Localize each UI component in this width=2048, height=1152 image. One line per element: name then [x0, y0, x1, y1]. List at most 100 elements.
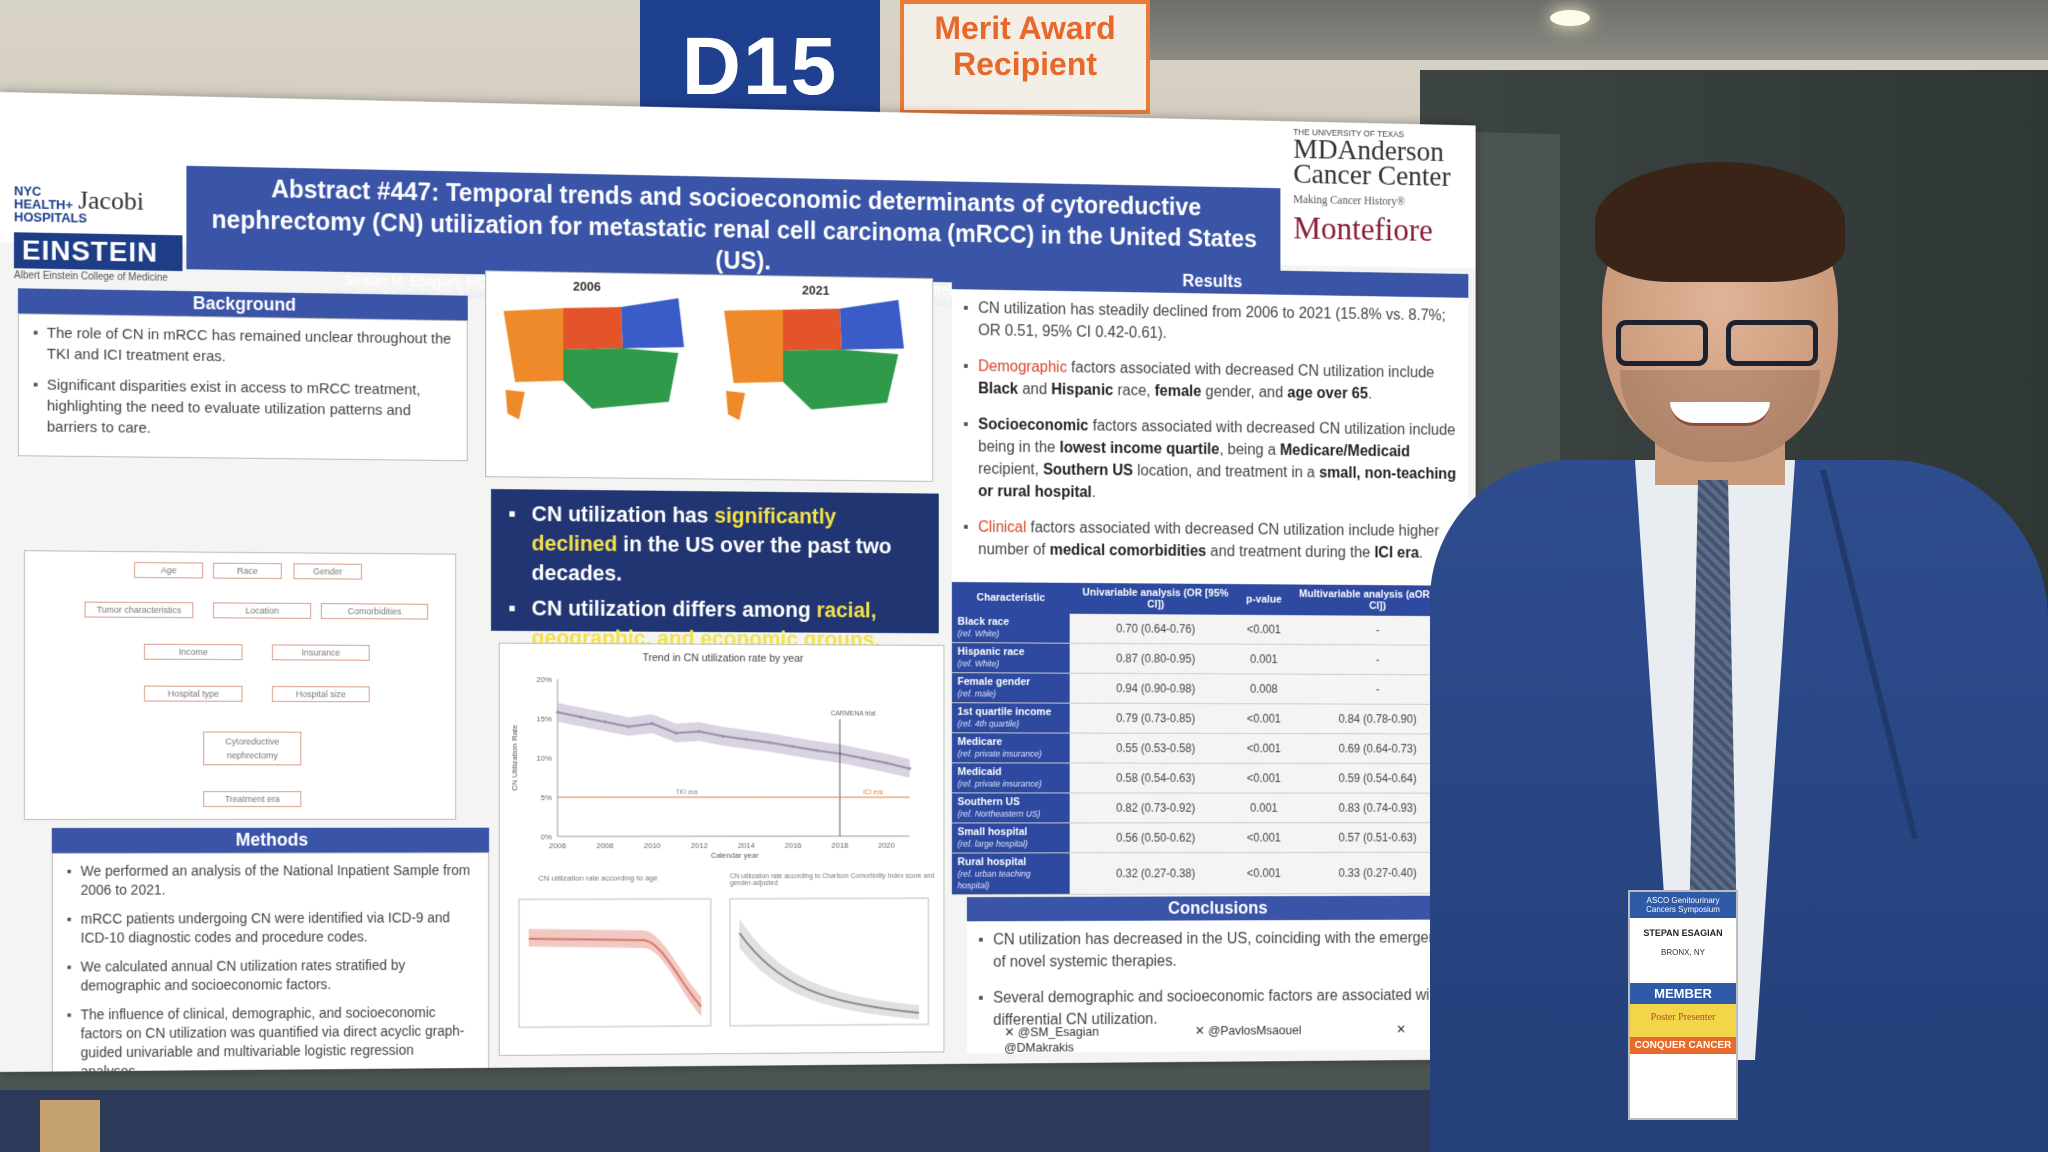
data-point	[908, 767, 911, 770]
research-poster: NYC HEALTH+ HOSPITALS Jacobi EINSTEIN Al…	[0, 92, 1476, 1072]
table-cell-univariable: 0.87 (0.80-0.95)	[1070, 643, 1242, 674]
table-row: Rural hospital (ref. urban teaching hospi…	[952, 852, 1468, 894]
presenter-glasses	[1616, 320, 1826, 370]
x-tick-label: 2020	[878, 841, 895, 850]
y-tick-label: 15%	[536, 715, 551, 724]
x-tick-label: 2018	[831, 841, 848, 850]
y-tick-label: 10%	[536, 754, 551, 763]
table-row: Medicaid (ref. private insurance) 0.58 (0.…	[952, 763, 1468, 793]
table-cell-characteristic: Black race (ref. White)	[952, 613, 1070, 643]
background-item: Significant disparities exist in access …	[33, 374, 453, 442]
y-axis-label: CN Utilization Rate	[510, 724, 519, 791]
characteristic-label: Medicare	[958, 736, 1003, 748]
table-cell-univariable: 0.70 (0.64-0.76)	[1070, 614, 1242, 644]
dag-node-hospital-type: Hospital type	[144, 686, 243, 702]
data-point	[885, 761, 888, 764]
data-point	[768, 741, 771, 744]
presenter: ASCO Genitourinary Cancers Symposium STE…	[1430, 170, 2048, 1152]
table-cell-pvalue: <0.001	[1241, 763, 1286, 793]
dag-node-income: Income	[144, 644, 243, 660]
x-tick-label: 2006	[549, 841, 567, 850]
characteristic-label: Medicaid	[958, 766, 1002, 778]
results-item-2-text: gender, and	[1201, 384, 1287, 402]
conclusions-heading: Conclusions	[967, 896, 1465, 922]
methods-item: mRCC patients undergoing CN were identif…	[67, 908, 475, 947]
x-tick-label: 2016	[785, 841, 802, 850]
x-axis-label: Calendar year	[711, 851, 759, 860]
results-item-4-emphasis: Clinical	[978, 519, 1026, 536]
subcharts-graphic	[509, 888, 937, 1047]
dag-node-age: Age	[134, 562, 203, 578]
data-point	[651, 722, 654, 725]
methods-section: Methods We performed an analysis of the …	[52, 828, 489, 1072]
presenter-smile	[1670, 402, 1770, 426]
characteristic-reference: (ref. male)	[958, 688, 1065, 700]
data-point	[721, 735, 724, 738]
results-section: Results CN utilization has steadily decl…	[952, 265, 1468, 895]
table-cell-pvalue: <0.001	[1241, 704, 1286, 734]
table-cell-univariable: 0.94 (0.90-0.98)	[1070, 673, 1242, 704]
results-item-3-bold: Medicare/Medicaid	[1280, 442, 1410, 460]
table-row: Hispanic race (ref. White) 0.87 (0.80-0.95…	[952, 643, 1468, 675]
social-handle: ✕ @PavlosMsaouel	[1195, 1022, 1347, 1038]
methods-item: The influence of clinical, demographic, …	[67, 1003, 475, 1072]
table-body: Black race (ref. White) 0.70 (0.64-0.76) <0…	[952, 613, 1468, 895]
results-item: Socioeconomic factors associated with de…	[963, 413, 1457, 507]
y-tick-label: 20%	[536, 675, 551, 684]
table-cell-pvalue: <0.001	[1241, 853, 1286, 894]
jacobi-logo: Jacobi	[78, 186, 144, 217]
key-findings-box: CN utilization has significantly decline…	[491, 489, 939, 633]
dag-node-insurance: Insurance	[272, 644, 370, 660]
table-cell-univariable: 0.55 (0.53-0.58)	[1070, 733, 1242, 763]
badge-event: ASCO Genitourinary Cancers Symposium	[1630, 892, 1736, 918]
us-map-2021	[724, 297, 904, 422]
results-item-2-text: factors associated with decreased CN uti…	[1067, 360, 1434, 382]
table-cell-characteristic: Small hospital (ref. large hospital)	[952, 823, 1070, 853]
characteristic-label: Female gender	[958, 676, 1031, 688]
dag-node-cn: Cytoreductive nephrectomy	[203, 731, 301, 765]
characteristic-reference: (ref. Northeastern US)	[958, 808, 1065, 820]
characteristic-reference: (ref. private insurance)	[958, 778, 1065, 790]
nyc-health-logo: NYC HEALTH+ HOSPITALS	[14, 184, 74, 224]
characteristic-label: 1st quartile income	[958, 706, 1052, 718]
social-handle-text: @PavlosMsaouel	[1208, 1023, 1301, 1038]
data-point	[674, 731, 677, 734]
table-cell-univariable: 0.56 (0.50-0.62)	[1070, 823, 1242, 853]
background-item: The role of CN in mRCC has remained uncl…	[33, 323, 453, 371]
results-item-3-text: , being a	[1219, 442, 1280, 459]
table-header: p-value	[1241, 584, 1286, 615]
dag-node-hospital-size: Hospital size	[272, 686, 370, 702]
characteristic-reference: (ref. White)	[958, 628, 1065, 640]
table-cell-characteristic: Rural hospital (ref. urban teaching hospi…	[952, 853, 1070, 895]
badge-city: BRONX, NY	[1630, 948, 1736, 957]
table-row: 1st quartile income (ref. 4th quartile) 0.…	[952, 703, 1468, 734]
results-item: CN utilization has steadily declined fro…	[963, 297, 1457, 349]
results-item-3-bold: Southern US	[1043, 462, 1133, 479]
results-item-2-text: race,	[1113, 383, 1154, 400]
results-item-2-text: and	[1018, 381, 1051, 398]
dag-node-gender: Gender	[294, 563, 362, 579]
y-tick-label: 0%	[541, 833, 552, 842]
results-item: Clinical factors associated with decreas…	[963, 516, 1457, 565]
y-tick-label: 5%	[541, 793, 552, 802]
table-cell-univariable: 0.79 (0.73-0.85)	[1070, 703, 1242, 733]
characteristic-reference: (ref. 4th quartile)	[958, 718, 1065, 730]
characteristic-reference: (ref. urban teaching hospital)	[958, 868, 1065, 891]
table-cell-univariable: 0.32 (0.27-0.38)	[1070, 853, 1242, 895]
table-cell-univariable: 0.82 (0.73-0.92)	[1070, 793, 1242, 823]
social-handle-text: @SM_Esagian	[1018, 1024, 1099, 1039]
data-point	[580, 715, 583, 718]
us-map-2006	[504, 295, 685, 421]
characteristic-label: Black race	[958, 616, 1010, 628]
data-point	[603, 720, 606, 723]
results-item-4-text: .	[1419, 545, 1423, 561]
badge-member: MEMBER	[1630, 983, 1736, 1004]
characteristic-reference: (ref. private insurance)	[958, 748, 1065, 760]
key-finding-2-text: CN utilization differs among	[532, 596, 817, 622]
characteristic-label: Rural hospital	[958, 856, 1027, 868]
dag-node-era: Treatment era	[203, 791, 301, 807]
table-cell-characteristic: Female gender (ref. male)	[952, 673, 1070, 703]
results-item-3-emphasis: Socioeconomic	[978, 416, 1088, 434]
data-point	[792, 745, 795, 748]
data-point	[862, 757, 865, 760]
